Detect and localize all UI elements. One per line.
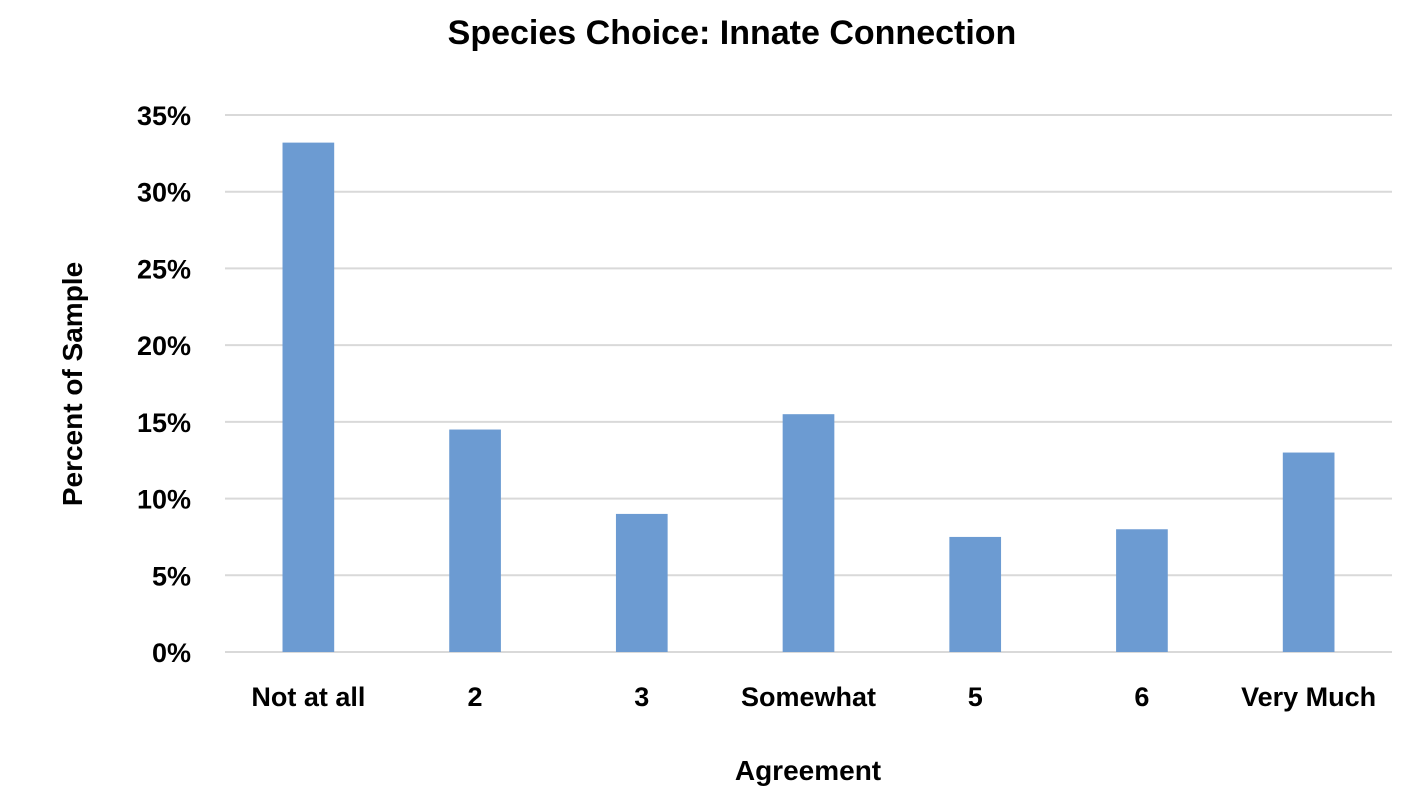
x-axis-label: Agreement [735, 755, 881, 786]
x-tick-label: Very Much [1241, 682, 1376, 712]
x-tick-label: 2 [468, 682, 483, 712]
y-tick-label: 0% [152, 638, 191, 668]
y-tick-label: 5% [152, 561, 191, 591]
x-tick-label: Somewhat [741, 682, 876, 712]
y-tick-label: 30% [137, 178, 191, 208]
bar [1282, 452, 1335, 652]
bars [282, 142, 1335, 653]
x-tick-label: Not at all [251, 682, 365, 712]
bar [615, 513, 668, 652]
y-tick-label: 35% [137, 101, 191, 131]
y-tick-label: 15% [137, 408, 191, 438]
bar [782, 414, 835, 652]
chart-title: Species Choice: Innate Connection [448, 14, 1017, 52]
bar [282, 142, 335, 653]
bar [949, 536, 1002, 652]
y-axis-ticks: 0% 5% 10% 15% 20% 25% 30% 35% [137, 101, 191, 668]
y-tick-label: 25% [137, 254, 191, 284]
bar [449, 429, 501, 652]
bar [1116, 529, 1168, 652]
x-tick-label: 5 [968, 682, 983, 712]
x-axis-ticks: Not at all 2 3 Somewhat 5 6 Very Much [251, 682, 1376, 712]
y-tick-label: 10% [137, 485, 191, 515]
x-tick-label: 6 [1134, 682, 1149, 712]
x-tick-label: 3 [634, 682, 649, 712]
y-axis-label: Percent of Sample [57, 262, 88, 506]
y-tick-label: 20% [137, 331, 191, 361]
